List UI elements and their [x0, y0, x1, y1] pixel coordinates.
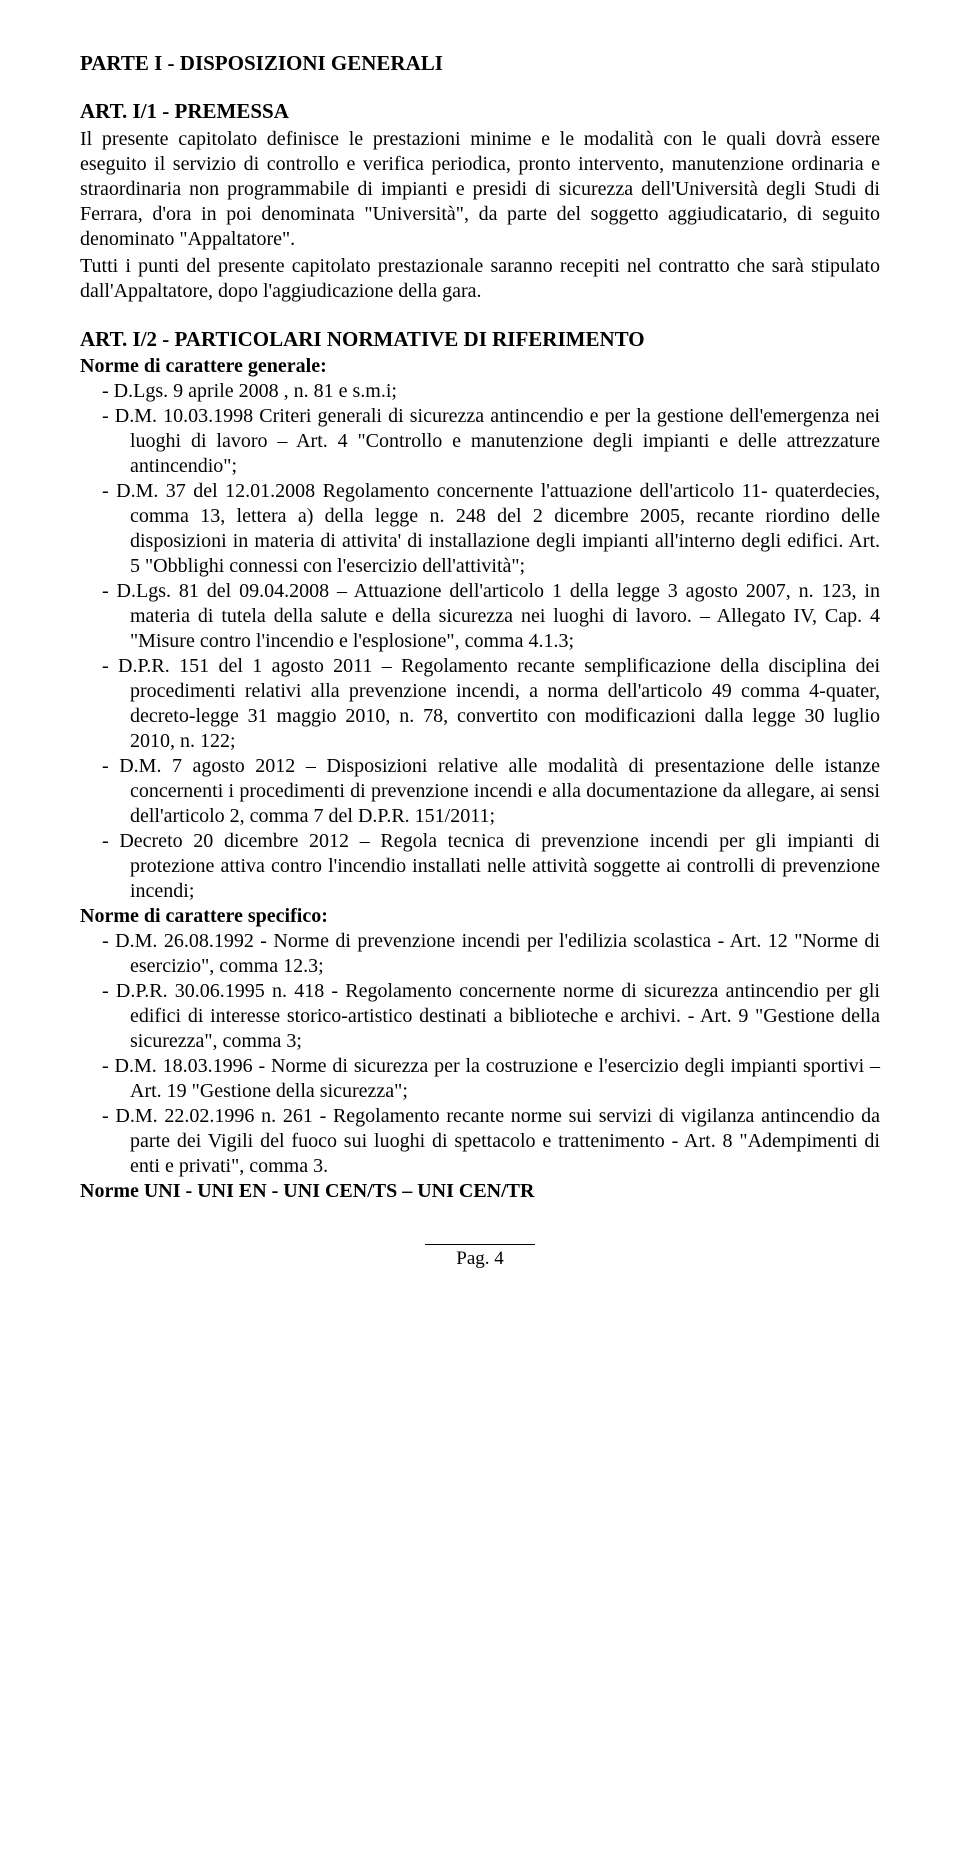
- part-title: PARTE I - DISPOSIZIONI GENERALI: [80, 50, 880, 76]
- list-item: D.P.R. 151 del 1 agosto 2011 – Regolamen…: [130, 654, 880, 754]
- list-item: D.P.R. 30.06.1995 n. 418 - Regolamento c…: [130, 979, 880, 1054]
- list-item: D.Lgs. 9 aprile 2008 , n. 81 e s.m.i;: [130, 379, 880, 404]
- art2-sub-general: Norme di carattere generale:: [80, 354, 880, 379]
- list-item: D.M. 26.08.1992 - Norme di prevenzione i…: [130, 929, 880, 979]
- general-norms-list: D.Lgs. 9 aprile 2008 , n. 81 e s.m.i;D.M…: [80, 379, 880, 904]
- list-item: D.Lgs. 81 del 09.04.2008 – Attuazione de…: [130, 579, 880, 654]
- list-item: D.M. 10.03.1998 Criteri generali di sicu…: [130, 404, 880, 479]
- art2-sub-specific: Norme di carattere specifico:: [80, 904, 880, 929]
- list-item: D.M. 37 del 12.01.2008 Regolamento conce…: [130, 479, 880, 579]
- art1-paragraph-1: Il presente capitolato definisce le pres…: [80, 127, 880, 252]
- list-item: D.M. 7 agosto 2012 – Disposizioni relati…: [130, 754, 880, 829]
- list-item: D.M. 18.03.1996 - Norme di sicurezza per…: [130, 1054, 880, 1104]
- art1-paragraph-2: Tutti i punti del presente capitolato pr…: [80, 254, 880, 304]
- list-item: D.M. 22.02.1996 n. 261 - Regolamento rec…: [130, 1104, 880, 1179]
- specific-norms-list: D.M. 26.08.1992 - Norme di prevenzione i…: [80, 929, 880, 1179]
- art2-title: ART. I/2 - PARTICOLARI NORMATIVE DI RIFE…: [80, 326, 880, 352]
- page-footer: Pag. 4: [425, 1244, 535, 1271]
- list-item: Decreto 20 dicembre 2012 – Regola tecnic…: [130, 829, 880, 904]
- art1-title: ART. I/1 - PREMESSA: [80, 98, 880, 124]
- art2-sub-uni: Norme UNI - UNI EN - UNI CEN/TS – UNI CE…: [80, 1179, 880, 1204]
